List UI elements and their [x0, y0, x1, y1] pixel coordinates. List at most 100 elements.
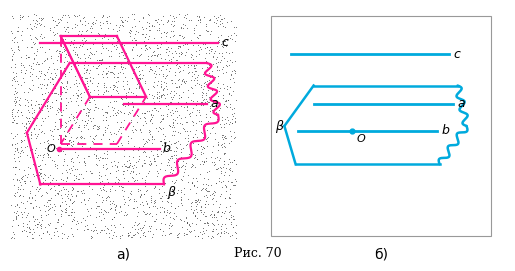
Point — [72, 222, 80, 227]
Point — [112, 203, 121, 207]
Point — [120, 197, 128, 201]
Point — [117, 96, 126, 100]
Point — [155, 187, 163, 191]
Point — [36, 110, 44, 114]
Point — [216, 60, 224, 64]
Point — [99, 163, 107, 167]
Point — [37, 171, 45, 176]
Point — [171, 109, 180, 114]
Point — [185, 222, 193, 226]
Point — [62, 205, 70, 210]
Point — [131, 147, 139, 151]
Point — [17, 144, 25, 149]
Point — [30, 163, 38, 167]
Point — [200, 210, 208, 215]
Point — [214, 81, 222, 85]
Point — [170, 180, 178, 185]
Point — [38, 218, 46, 222]
Point — [203, 222, 212, 227]
Point — [133, 82, 141, 86]
Point — [160, 80, 168, 85]
Point — [198, 90, 206, 94]
Point — [7, 203, 15, 208]
Point — [91, 21, 99, 25]
Point — [94, 72, 102, 76]
Point — [79, 40, 87, 44]
Point — [102, 198, 110, 202]
Point — [30, 108, 38, 112]
Point — [139, 150, 147, 154]
Point — [92, 206, 100, 211]
Point — [213, 17, 221, 22]
Point — [188, 211, 197, 215]
Point — [8, 31, 16, 36]
Point — [174, 159, 182, 163]
Point — [175, 60, 183, 65]
Point — [177, 95, 185, 99]
Point — [35, 189, 43, 193]
Point — [150, 219, 158, 224]
Point — [165, 223, 173, 227]
Point — [212, 113, 220, 117]
Point — [224, 118, 232, 122]
Point — [158, 92, 166, 97]
Point — [128, 175, 136, 180]
Point — [151, 105, 159, 110]
Point — [130, 178, 138, 183]
Point — [196, 217, 204, 222]
Point — [47, 56, 55, 60]
Point — [184, 71, 193, 75]
Point — [14, 107, 22, 112]
Point — [208, 197, 216, 202]
Point — [11, 79, 20, 83]
Point — [124, 41, 132, 46]
Point — [24, 172, 32, 176]
Point — [209, 150, 217, 154]
Point — [196, 113, 204, 117]
Point — [197, 119, 205, 124]
Point — [130, 233, 138, 237]
Point — [61, 125, 69, 129]
Point — [222, 38, 231, 42]
Point — [156, 227, 164, 231]
Point — [226, 36, 234, 40]
Point — [150, 156, 158, 160]
Point — [9, 115, 17, 120]
Point — [117, 62, 125, 66]
Point — [159, 87, 167, 92]
Point — [218, 39, 226, 43]
Point — [226, 58, 234, 63]
Point — [228, 120, 236, 125]
Point — [56, 204, 64, 209]
Point — [111, 150, 119, 154]
Point — [31, 150, 39, 155]
Point — [135, 69, 143, 73]
Point — [94, 106, 102, 110]
Point — [83, 223, 91, 227]
Point — [92, 148, 100, 153]
Point — [177, 195, 185, 199]
Point — [163, 147, 171, 151]
Point — [199, 181, 207, 186]
Point — [226, 209, 234, 213]
Point — [91, 225, 99, 230]
Point — [10, 165, 19, 169]
Point — [122, 96, 130, 100]
Point — [134, 210, 142, 215]
Point — [133, 230, 141, 234]
Point — [22, 67, 30, 72]
Point — [56, 55, 64, 59]
Point — [69, 139, 77, 144]
Point — [145, 130, 153, 134]
Point — [58, 50, 66, 54]
Point — [139, 32, 147, 37]
Point — [62, 168, 70, 172]
Point — [124, 231, 132, 235]
Point — [227, 180, 235, 185]
Point — [96, 58, 104, 62]
Point — [231, 135, 239, 140]
Point — [71, 22, 79, 26]
Point — [45, 207, 53, 211]
Point — [166, 221, 174, 225]
Point — [23, 152, 31, 157]
